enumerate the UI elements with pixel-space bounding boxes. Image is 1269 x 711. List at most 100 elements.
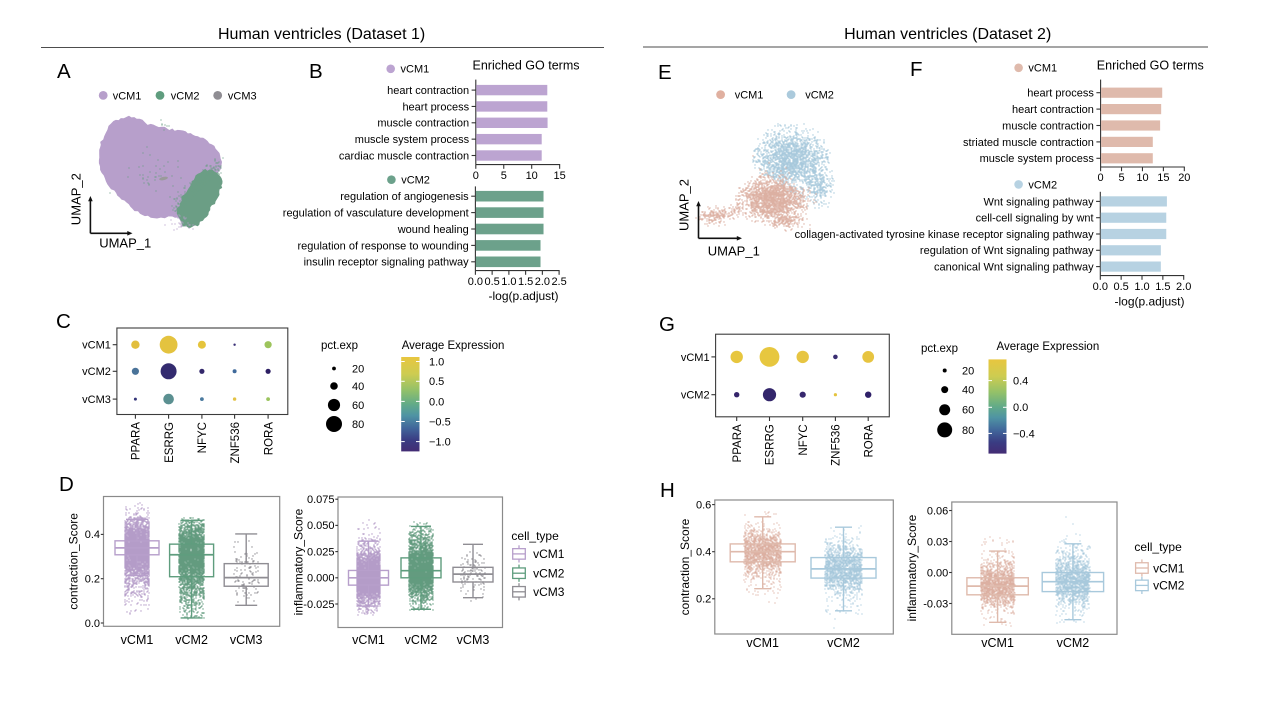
svg-text:vCM1: vCM1	[113, 90, 142, 102]
svg-text:20: 20	[352, 363, 364, 375]
svg-text:Average Expression: Average Expression	[402, 340, 505, 352]
svg-text:inflammatory_Score: inflammatory_Score	[905, 514, 919, 621]
svg-text:ZNF536: ZNF536	[230, 422, 242, 464]
svg-text:striated muscle contraction: striated muscle contraction	[963, 137, 1094, 149]
svg-text:H: H	[660, 479, 675, 502]
svg-text:0.5: 0.5	[1114, 281, 1129, 293]
svg-text:80: 80	[352, 419, 364, 431]
svg-text:vCM2: vCM2	[533, 567, 565, 581]
svg-text:muscle contraction: muscle contraction	[1002, 120, 1094, 132]
svg-text:muscle system process: muscle system process	[980, 153, 1095, 165]
svg-text:vCM1: vCM1	[681, 352, 710, 364]
svg-text:PPARA: PPARA	[732, 424, 744, 462]
svg-text:NFYC: NFYC	[798, 424, 810, 455]
svg-text:ESRRG: ESRRG	[765, 424, 777, 465]
svg-text:UMAP_1: UMAP_1	[99, 236, 151, 251]
svg-text:Human ventricles (Dataset 1): Human ventricles (Dataset 1)	[218, 26, 425, 43]
svg-text:0.0: 0.0	[1013, 402, 1028, 414]
svg-text:vCM3: vCM3	[82, 394, 111, 406]
svg-text:D: D	[59, 473, 74, 496]
svg-text:heart process: heart process	[1027, 88, 1094, 100]
svg-text:cell-cell signaling by wnt: cell-cell signaling by wnt	[976, 213, 1094, 225]
svg-text:regulation of Wnt signaling pa: regulation of Wnt signaling pathway	[920, 245, 1094, 257]
svg-text:regulation of response to woun: regulation of response to wounding	[297, 240, 468, 252]
svg-text:1.0: 1.0	[1134, 281, 1149, 293]
svg-text:0.0: 0.0	[429, 396, 444, 408]
svg-text:vCM1: vCM1	[746, 636, 779, 650]
svg-text:muscle contraction: muscle contraction	[377, 118, 469, 130]
svg-text:0.0: 0.0	[1093, 281, 1108, 293]
svg-text:80: 80	[962, 425, 974, 437]
svg-text:G: G	[659, 313, 675, 336]
svg-text:heart contraction: heart contraction	[387, 85, 469, 97]
svg-text:canonical Wnt signaling pathwa: canonical Wnt signaling pathway	[934, 262, 1094, 274]
svg-text:pct.exp: pct.exp	[921, 343, 958, 355]
svg-text:regulation of vasculature deve: regulation of vasculature development	[283, 208, 469, 220]
svg-text:muscle system process: muscle system process	[355, 134, 470, 146]
svg-text:heart contraction: heart contraction	[1012, 104, 1094, 116]
svg-text:5: 5	[501, 170, 507, 182]
svg-text:A: A	[57, 60, 71, 83]
svg-text:vCM2: vCM2	[405, 633, 438, 647]
svg-text:ZNF536: ZNF536	[831, 424, 843, 466]
svg-text:collagen-activated tyrosine ki: collagen-activated tyrosine kinase recep…	[795, 229, 1095, 241]
svg-text:0.5: 0.5	[484, 276, 499, 288]
svg-text:cell_type: cell_type	[511, 529, 559, 543]
svg-text:0.050: 0.050	[307, 520, 335, 532]
svg-text:vCM1: vCM1	[82, 340, 111, 352]
svg-text:contraction_Score: contraction_Score	[67, 513, 81, 610]
svg-text:pct.exp: pct.exp	[321, 340, 358, 352]
svg-text:vCM2: vCM2	[1028, 179, 1057, 191]
svg-text:0.03: 0.03	[927, 536, 948, 548]
svg-text:wound healing: wound healing	[397, 224, 469, 236]
svg-text:RORA: RORA	[863, 424, 875, 458]
svg-text:0.2: 0.2	[85, 574, 100, 586]
svg-text:vCM2: vCM2	[82, 366, 111, 378]
svg-text:vCM1: vCM1	[1028, 63, 1057, 75]
svg-text:vCM3: vCM3	[457, 633, 490, 647]
svg-text:UMAP_2: UMAP_2	[69, 173, 84, 225]
svg-text:-0.025: -0.025	[303, 599, 334, 611]
svg-text:vCM2: vCM2	[1057, 636, 1090, 650]
svg-text:0.0: 0.0	[85, 618, 100, 630]
svg-text:B: B	[309, 60, 323, 83]
svg-text:F: F	[910, 58, 923, 81]
svg-text:Human ventricles (Dataset 2): Human ventricles (Dataset 2)	[844, 26, 1051, 43]
svg-text:RORA: RORA	[263, 422, 275, 456]
svg-text:heart process: heart process	[402, 101, 469, 113]
svg-text:40: 40	[352, 381, 364, 393]
svg-text:vCM3: vCM3	[228, 90, 257, 102]
svg-text:UMAP_1: UMAP_1	[708, 244, 760, 259]
svg-text:C: C	[56, 310, 71, 333]
svg-text:10: 10	[526, 170, 538, 182]
svg-text:contraction_Score: contraction_Score	[678, 518, 692, 615]
svg-text:40: 40	[962, 385, 974, 397]
svg-text:0.2: 0.2	[696, 594, 711, 606]
svg-text:E: E	[658, 61, 672, 84]
svg-text:ESRRG: ESRRG	[164, 422, 176, 463]
svg-text:vCM2: vCM2	[175, 633, 208, 647]
svg-text:10: 10	[1136, 172, 1148, 184]
svg-text:inflammatory_Score: inflammatory_Score	[292, 508, 306, 615]
svg-text:vCM2: vCM2	[827, 636, 860, 650]
svg-text:0.000: 0.000	[307, 573, 335, 585]
svg-text:vCM1: vCM1	[981, 636, 1014, 650]
svg-text:5: 5	[1118, 172, 1124, 184]
svg-text:0.0: 0.0	[468, 276, 483, 288]
svg-text:regulation of angiogenesis: regulation of angiogenesis	[340, 191, 469, 203]
svg-text:1.0: 1.0	[501, 276, 516, 288]
svg-text:−0.4: −0.4	[1013, 428, 1035, 440]
svg-text:cardiac muscle contraction: cardiac muscle contraction	[339, 150, 469, 162]
svg-text:-0.03: -0.03	[923, 598, 948, 610]
svg-text:2.0: 2.0	[535, 276, 550, 288]
svg-text:vCM2: vCM2	[681, 390, 710, 402]
svg-text:0.6: 0.6	[696, 499, 711, 511]
svg-text:cell_type: cell_type	[1134, 540, 1182, 554]
svg-text:vCM1: vCM1	[352, 633, 385, 647]
svg-text:UMAP_2: UMAP_2	[677, 179, 692, 231]
svg-text:1.0: 1.0	[429, 356, 444, 368]
svg-text:vCM2: vCM2	[1153, 579, 1185, 593]
svg-text:0.4: 0.4	[85, 529, 100, 541]
svg-text:2.5: 2.5	[551, 276, 566, 288]
svg-text:vCM3: vCM3	[533, 585, 565, 599]
